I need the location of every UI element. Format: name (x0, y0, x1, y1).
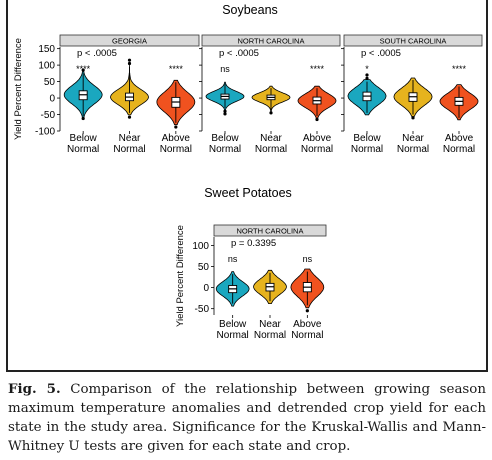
facet-label: NORTH CAROLINA (238, 37, 305, 46)
x-tick-label: Above (445, 133, 474, 144)
x-tick-label: Above (293, 319, 322, 330)
outlier-point (365, 76, 369, 80)
figure-frame: Soybeans Yield Percent Difference GEORGIA 1… (6, 0, 488, 372)
outlier-point (127, 115, 132, 119)
y-tick-label: -50 (195, 304, 210, 315)
chart-title: Sweet Potatoes (204, 186, 292, 200)
y-axis-label: Yield Percent Difference (13, 38, 24, 140)
y-tick-label: 0 (203, 283, 209, 294)
x-tick-label: Normal (209, 144, 241, 155)
y-axis-label: Yield Percent Difference (175, 225, 186, 327)
x-tick-label: Normal (397, 144, 429, 155)
facet-label: SOUTH CAROLINA (380, 37, 447, 46)
facet-strip (343, 34, 483, 47)
figure-canvas: Soybeans Yield Percent Difference GEORGIA 1… (13, 3, 483, 341)
p-value-label: p < .0005 (77, 48, 117, 59)
caption-text: Comparison of the relationship between g… (8, 382, 486, 454)
y-tick-label: 100 (38, 61, 55, 72)
y-tick-label: -50 (41, 110, 56, 121)
x-tick-label: Normal (443, 144, 475, 155)
facet-label: GEORGIA (112, 37, 147, 46)
outlier-point (81, 116, 85, 121)
x-tick-label: Near (119, 133, 141, 144)
significance-label: ns (303, 254, 313, 264)
significance-label: ns (228, 254, 238, 264)
x-tick-label: Above (162, 133, 191, 144)
outlier-point (127, 58, 132, 62)
x-tick-label: Normal (255, 144, 287, 155)
facet-label: NORTH CAROLINA (237, 227, 304, 236)
x-tick-label: Below (353, 133, 381, 144)
x-tick-label: Near (260, 133, 282, 144)
x-tick-label: Below (70, 133, 98, 144)
outlier-point (365, 73, 369, 77)
outlier-point (305, 309, 309, 313)
x-tick-label: Normal (67, 144, 99, 155)
figure-label: Fig. 5. (8, 381, 61, 397)
y-tick-label: 50 (44, 77, 56, 88)
p-value-label: p < .0005 (361, 48, 401, 59)
significance-label: **** (452, 64, 467, 74)
outlier-point (223, 112, 227, 116)
outlier-point (81, 68, 85, 72)
x-tick-label: Normal (254, 330, 286, 341)
x-tick-label: Near (259, 319, 281, 330)
significance-label: **** (169, 64, 184, 74)
p-value-label: p = 0.3395 (231, 238, 276, 249)
y-tick-label: 50 (198, 262, 210, 273)
outlier-point (411, 116, 415, 120)
facet-strip (213, 224, 327, 237)
chart-title: Soybeans (222, 3, 278, 17)
figure-caption: Fig. 5. Comparison of the relationship b… (8, 380, 486, 456)
outlier-point (174, 125, 178, 129)
x-tick-label: Normal (217, 330, 249, 341)
outlier-point (269, 111, 273, 115)
p-value-label: p < .0005 (219, 48, 259, 59)
outlier-point (127, 61, 132, 66)
facet-strip (59, 34, 200, 47)
facet-strip (201, 34, 341, 47)
x-tick-label: Normal (113, 144, 145, 155)
significance-label: * (365, 64, 369, 74)
significance-label: **** (310, 64, 325, 74)
x-tick-label: Normal (160, 144, 192, 155)
x-tick-label: Normal (301, 144, 333, 155)
y-tick-label: 150 (38, 44, 55, 55)
y-tick-label: -100 (35, 127, 55, 138)
x-tick-label: Below (211, 133, 239, 144)
significance-label: ns (220, 64, 230, 74)
outlier-point (223, 109, 227, 113)
x-tick-label: Below (219, 319, 247, 330)
x-tick-label: Above (303, 133, 332, 144)
x-tick-label: Near (402, 133, 424, 144)
x-tick-label: Normal (351, 144, 383, 155)
x-tick-label: Normal (291, 330, 323, 341)
y-tick-label: 100 (192, 241, 209, 252)
y-tick-label: 0 (49, 94, 55, 105)
outlier-point (315, 117, 319, 122)
